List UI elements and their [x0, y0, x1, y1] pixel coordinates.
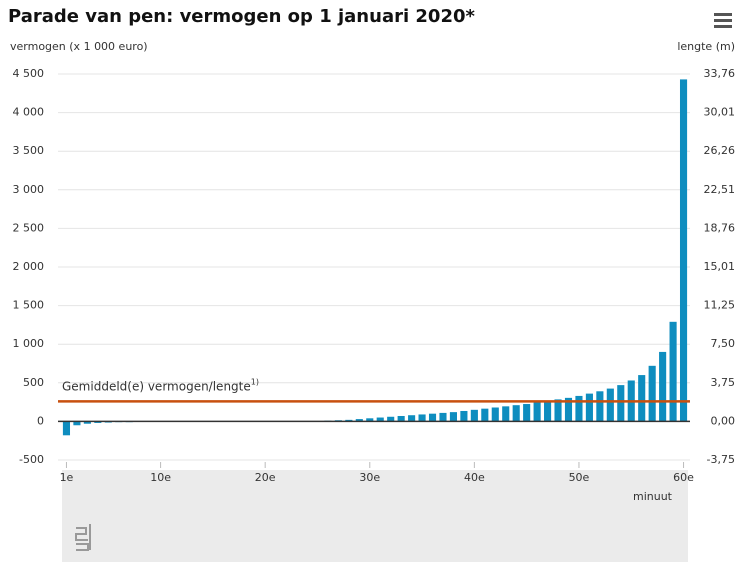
- y-tick-label: 3 000: [13, 183, 45, 196]
- bar: [73, 421, 81, 426]
- bar: [345, 419, 353, 422]
- menu-icon[interactable]: [714, 13, 732, 28]
- y2-tick-label: 26,26: [704, 144, 736, 157]
- bar: [523, 404, 531, 422]
- y-tick-label: 500: [23, 376, 44, 389]
- bar: [83, 421, 91, 424]
- reference-label-text: Gemiddeld(e) vermogen/lengte: [62, 379, 251, 393]
- y-tick-label: -500: [19, 453, 44, 466]
- y-tick-label: 2 500: [13, 221, 45, 234]
- bar: [679, 79, 688, 422]
- x-axis-label: minuut: [633, 490, 673, 503]
- y-tick-label: 3 500: [13, 144, 45, 157]
- y2-tick-label: 0,00: [711, 414, 736, 427]
- bar: [648, 365, 656, 422]
- y2-tick-label: 7,50: [711, 337, 736, 350]
- x-tick-label: 1e: [60, 471, 74, 484]
- bar: [564, 397, 573, 422]
- bar: [606, 388, 614, 422]
- x-tick-label: 20e: [255, 471, 276, 484]
- bar: [491, 407, 499, 422]
- bar: [544, 400, 552, 422]
- y-axis-label: vermogen (x 1 000 euro): [10, 40, 148, 53]
- bar: [575, 395, 583, 422]
- y2-tick-label: 11,25: [704, 299, 736, 312]
- bar: [460, 410, 468, 422]
- bar: [408, 415, 416, 422]
- bar: [62, 421, 71, 436]
- bar: [617, 385, 625, 422]
- y2-axis-label: lengte (m): [677, 40, 735, 53]
- y2-tick-label: 18,76: [704, 221, 736, 234]
- y-tick-label: 2 000: [13, 260, 45, 273]
- x-tick-label: 60e: [673, 471, 694, 484]
- bar: [481, 408, 489, 422]
- y2-tick-label: -3,75: [707, 453, 735, 466]
- bar: [366, 418, 374, 422]
- y-tick-label: 1 000: [13, 337, 45, 350]
- bar: [533, 402, 541, 422]
- bar: [585, 393, 593, 422]
- bar: [659, 351, 667, 422]
- bar: [397, 415, 405, 422]
- bar: [428, 413, 437, 422]
- bar: [669, 321, 677, 422]
- bar: [355, 419, 363, 422]
- bar: [376, 417, 384, 422]
- y2-tick-label: 22,51: [704, 183, 736, 196]
- x-tick-label: 40e: [464, 471, 485, 484]
- bar: [94, 421, 102, 423]
- reference-label-marker: 1): [251, 377, 259, 386]
- bar: [470, 409, 478, 422]
- bar: [512, 405, 520, 422]
- y-tick-label: 0: [37, 414, 44, 427]
- x-tick-label: 10e: [150, 471, 171, 484]
- x-tick-label: 30e: [359, 471, 380, 484]
- y-tick-label: 4 500: [13, 67, 45, 80]
- footer-panel: [62, 470, 688, 562]
- x-tick-label: 50e: [569, 471, 590, 484]
- bar: [554, 399, 562, 422]
- bar: [596, 391, 604, 422]
- y2-tick-label: 15,01: [704, 260, 736, 273]
- y2-tick-label: 3,75: [711, 376, 736, 389]
- chart-title: Parade van pen: vermogen op 1 januari 20…: [8, 6, 475, 27]
- bar: [502, 406, 510, 422]
- y-tick-label: 4 000: [13, 106, 45, 119]
- y2-tick-label: 30,01: [704, 106, 736, 119]
- bar: [439, 412, 447, 422]
- bar: [638, 375, 646, 422]
- bar: [418, 414, 426, 422]
- y2-tick-label: 33,76: [704, 67, 736, 80]
- bar: [449, 412, 457, 422]
- y-tick-label: 1 500: [13, 299, 45, 312]
- reference-label: Gemiddeld(e) vermogen/lengte1): [62, 377, 259, 393]
- logo: [75, 524, 91, 551]
- bar: [387, 416, 395, 422]
